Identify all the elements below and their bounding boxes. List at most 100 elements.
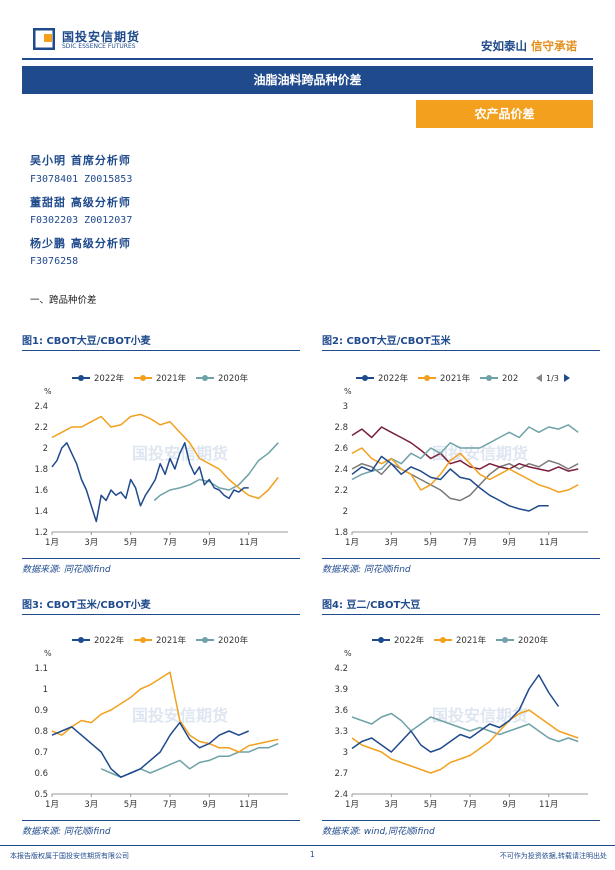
source-4: 数据来源: wind,同花顺ifind bbox=[322, 827, 435, 837]
y-tick-6: 3 bbox=[343, 402, 348, 412]
company-logo-en: SDIC ESSENCE FUTURES bbox=[62, 43, 136, 50]
section-heading: 一、跨品种价差 bbox=[30, 295, 97, 306]
x-tick-0: 1月 bbox=[45, 800, 59, 810]
x-tick-1: 3月 bbox=[84, 800, 98, 810]
x-tick-2: 5月 bbox=[424, 800, 438, 810]
legend-marker-1 bbox=[440, 637, 446, 643]
legend-marker-2 bbox=[202, 375, 208, 381]
x-tick-5: 11月 bbox=[239, 538, 258, 548]
series-line-1 bbox=[351, 709, 579, 774]
legend-label-1: 2021年 bbox=[456, 635, 487, 646]
watermark-text: 国投安信期货 bbox=[432, 706, 528, 725]
watermark-text: 国投安信期货 bbox=[132, 706, 228, 725]
panel-title-4: 图4: 豆二/CBOT大豆 bbox=[322, 600, 421, 611]
series-line-1 bbox=[351, 447, 579, 493]
chart-3: 国投安信期货 2022年 2021年 2020年% 0.5 0.6 0.7 0.8 0.9 1 1.… bbox=[34, 635, 288, 810]
series-line-0 bbox=[51, 442, 249, 523]
y-tick-5: 3.9 bbox=[334, 685, 348, 695]
x-tick-5: 11月 bbox=[239, 800, 258, 810]
analyst-name-1: 吴小明 首席分析师 bbox=[30, 154, 131, 167]
x-tick-4: 9月 bbox=[202, 538, 216, 548]
y-tick-1: 1.4 bbox=[34, 507, 48, 517]
y-tick-0: 0.5 bbox=[34, 790, 48, 800]
panel-rule-2 bbox=[322, 350, 600, 351]
legend-label-2: 2020年 bbox=[218, 635, 249, 646]
legend-marker-0 bbox=[378, 637, 384, 643]
panel-title-1: 图1: CBOT大豆/CBOT小麦 bbox=[22, 336, 151, 347]
x-tick-4: 9月 bbox=[502, 800, 516, 810]
y-tick-4: 3.6 bbox=[334, 706, 348, 716]
legend-marker-1 bbox=[140, 637, 146, 643]
slogan-part-2: 信守承诺 bbox=[531, 39, 577, 53]
x-tick-3: 7月 bbox=[163, 538, 177, 548]
watermark-text: 国投安信期货 bbox=[432, 444, 528, 463]
y-tick-5: 1 bbox=[43, 685, 48, 695]
legend-label-1: 2021年 bbox=[440, 373, 471, 384]
legend-label-0: 2022年 bbox=[394, 635, 425, 646]
series-line-2 bbox=[100, 742, 279, 778]
legend-marker-2 bbox=[486, 375, 492, 381]
y-tick-2: 3 bbox=[343, 748, 348, 758]
y-tick-6: 1.1 bbox=[34, 664, 48, 674]
category-tag: 农产品价差 bbox=[416, 100, 593, 128]
source-3: 数据来源: 同花顺ifind bbox=[22, 827, 111, 837]
legend-marker-2 bbox=[502, 637, 508, 643]
y-axis-label: % bbox=[44, 649, 52, 658]
x-tick-3: 7月 bbox=[163, 800, 177, 810]
chart-4: 国投安信期货 2022年 2021年 2020年% 2.4 2.7 3 3.3 3.6 3.9 4.… bbox=[334, 635, 588, 810]
y-tick-0: 1.8 bbox=[334, 528, 348, 538]
legend-label-0: 2022年 bbox=[94, 635, 125, 646]
legend-prev-icon bbox=[536, 374, 542, 382]
analyst-name-2: 董甜甜 高级分析师 bbox=[30, 196, 131, 209]
series-line-0 bbox=[351, 455, 549, 512]
chart-2: 国投安信期货 2022年 2021年 202 1/3% 1.8 2 2.2 2.4 2.6 2.8 3… bbox=[334, 373, 588, 548]
panel-rule-3 bbox=[22, 614, 300, 615]
x-tick-4: 9月 bbox=[202, 800, 216, 810]
panel-rule-4 bbox=[322, 614, 600, 615]
panel-rule-1 bbox=[22, 350, 300, 351]
legend-label-0: 2022年 bbox=[94, 373, 125, 384]
header-divider bbox=[22, 58, 593, 60]
y-tick-0: 2.4 bbox=[334, 790, 348, 800]
panel-rule-1b bbox=[22, 558, 300, 559]
company-logo-icon bbox=[33, 28, 55, 50]
series-line-0 bbox=[51, 721, 249, 778]
y-tick-5: 2.8 bbox=[334, 423, 348, 433]
series-line-2 bbox=[351, 712, 579, 743]
series-line-2 bbox=[351, 424, 579, 481]
y-tick-6: 4.2 bbox=[334, 664, 348, 674]
x-tick-5: 11月 bbox=[539, 800, 558, 810]
source-2: 数据来源: 同花顺ifind bbox=[322, 565, 411, 575]
x-tick-2: 5月 bbox=[124, 800, 138, 810]
y-tick-3: 0.8 bbox=[34, 727, 48, 737]
y-axis-label: % bbox=[44, 387, 52, 396]
x-tick-2: 5月 bbox=[424, 538, 438, 548]
legend-label-2: 202 bbox=[502, 374, 518, 384]
panel-rule-4b bbox=[322, 820, 600, 821]
y-tick-0: 1.2 bbox=[34, 528, 48, 538]
legend-label-1: 2021年 bbox=[156, 635, 187, 646]
y-tick-1: 2.7 bbox=[334, 769, 348, 779]
series-line-1 bbox=[51, 671, 279, 753]
legend-label-1: 2021年 bbox=[156, 373, 187, 384]
x-tick-0: 1月 bbox=[45, 538, 59, 548]
footer-divider bbox=[0, 845, 615, 846]
y-tick-6: 2.4 bbox=[34, 402, 48, 412]
series-line-2 bbox=[153, 442, 279, 502]
legend-label-2: 2020年 bbox=[518, 635, 549, 646]
y-tick-1: 2 bbox=[343, 507, 348, 517]
y-tick-4: 2.6 bbox=[334, 444, 348, 454]
legend-marker-0 bbox=[362, 375, 368, 381]
legend-label-2: 2020年 bbox=[218, 373, 249, 384]
report-title: 油脂油料跨品种价差 bbox=[22, 66, 593, 94]
x-tick-1: 3月 bbox=[84, 538, 98, 548]
legend-pager: 1/3 bbox=[546, 374, 559, 383]
y-tick-3: 2.4 bbox=[334, 465, 348, 475]
y-tick-2: 1.6 bbox=[34, 486, 48, 496]
x-tick-1: 3月 bbox=[384, 538, 398, 548]
legend-marker-1 bbox=[140, 375, 146, 381]
x-tick-0: 1月 bbox=[345, 538, 359, 548]
x-tick-2: 5月 bbox=[124, 538, 138, 548]
x-tick-3: 7月 bbox=[463, 800, 477, 810]
